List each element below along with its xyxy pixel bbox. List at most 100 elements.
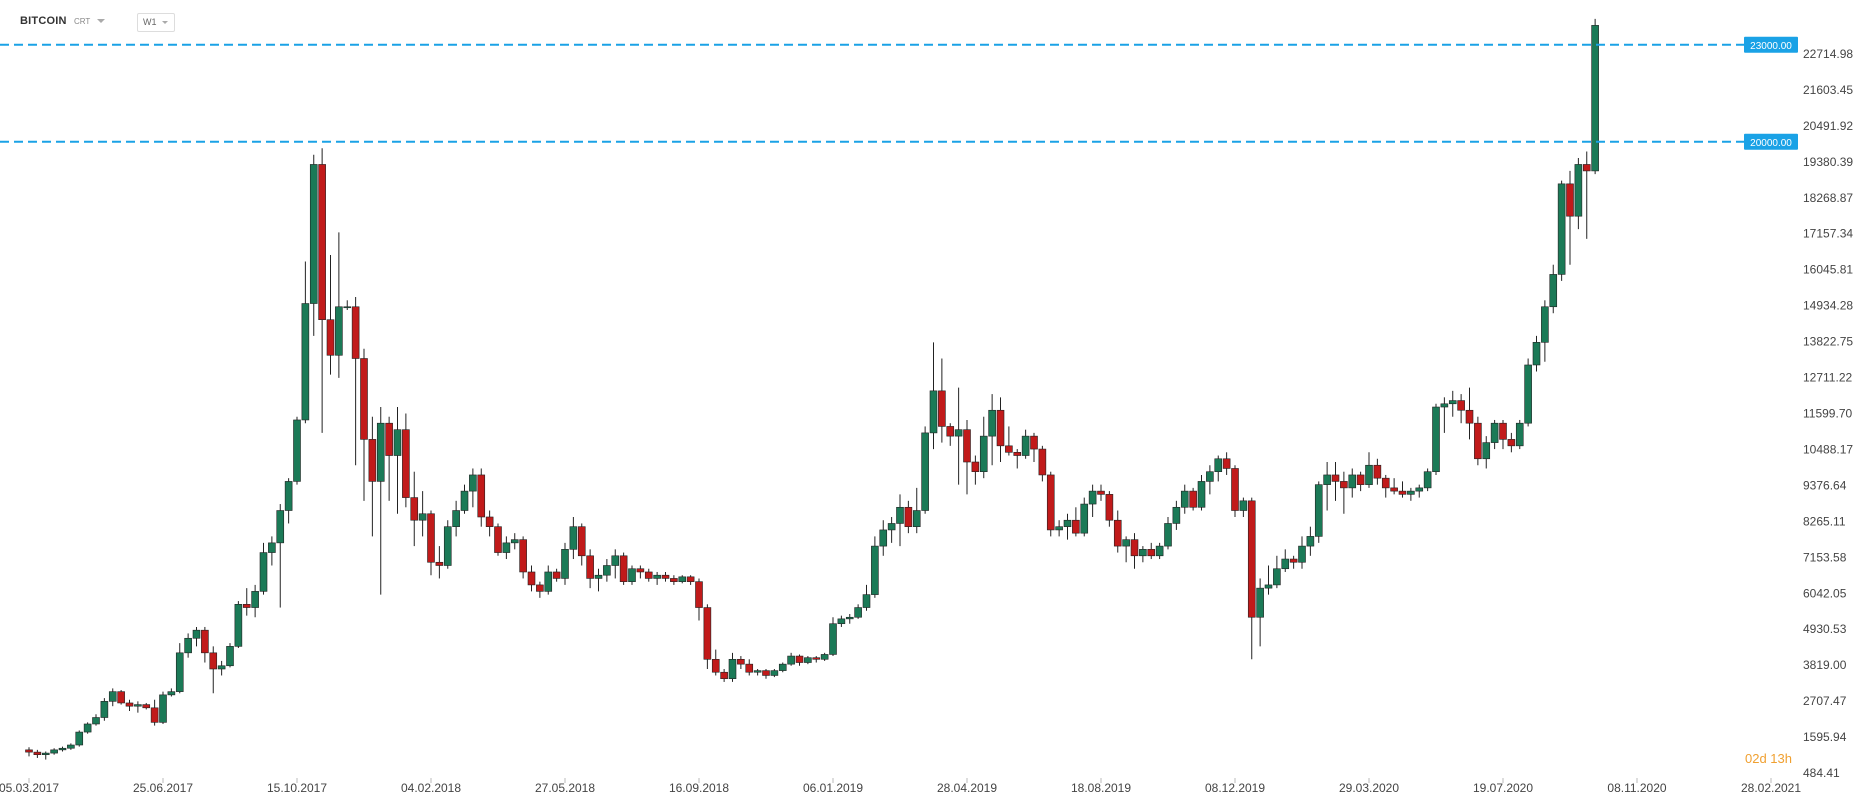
candle-body bbox=[619, 555, 628, 582]
candle bbox=[83, 722, 92, 734]
y-tick-label: 9376.64 bbox=[1803, 478, 1847, 492]
candle-body bbox=[1348, 474, 1357, 489]
price-levels: 23000.00 20000.00 bbox=[0, 36, 1798, 150]
candle-body bbox=[251, 591, 259, 608]
candle bbox=[510, 533, 519, 550]
candle bbox=[820, 652, 829, 661]
candle bbox=[745, 659, 754, 676]
candle-body bbox=[117, 691, 125, 704]
candle bbox=[485, 510, 494, 537]
candle bbox=[1264, 565, 1273, 595]
candle bbox=[1013, 449, 1022, 469]
candle-body bbox=[644, 571, 653, 579]
candle bbox=[1582, 151, 1591, 239]
x-tick-label: 15.10.2017 bbox=[267, 781, 327, 795]
candle-body bbox=[661, 574, 670, 579]
candle bbox=[845, 614, 854, 624]
candle-body bbox=[519, 539, 527, 573]
candle bbox=[67, 743, 75, 750]
candle bbox=[242, 588, 251, 616]
candle bbox=[527, 565, 536, 592]
candle bbox=[837, 615, 846, 627]
candle-body bbox=[1541, 306, 1549, 343]
candle bbox=[862, 584, 871, 611]
candle-body bbox=[845, 616, 854, 620]
y-tick-label: 4930.53 bbox=[1803, 622, 1847, 636]
candle-body bbox=[1507, 439, 1516, 447]
y-tick-label: 17157.34 bbox=[1803, 227, 1853, 241]
candle bbox=[628, 565, 636, 585]
candle bbox=[854, 604, 862, 619]
candle-body bbox=[812, 657, 821, 660]
candle-body bbox=[829, 623, 837, 655]
candle bbox=[1356, 471, 1365, 492]
candle bbox=[795, 654, 804, 666]
candle-body bbox=[912, 510, 921, 527]
candle bbox=[1474, 416, 1482, 466]
candle-body bbox=[536, 584, 544, 592]
candle bbox=[695, 578, 703, 621]
y-tick-label: 6042.05 bbox=[1803, 586, 1847, 600]
candle bbox=[368, 416, 377, 537]
candle-body bbox=[402, 429, 410, 498]
candle bbox=[1490, 419, 1499, 450]
candle bbox=[1499, 419, 1507, 450]
y-tick-label: 18268.87 bbox=[1803, 191, 1853, 205]
candle-body bbox=[871, 545, 879, 595]
candle-body bbox=[1398, 490, 1407, 495]
candle-body bbox=[1072, 519, 1080, 534]
candle-body bbox=[326, 319, 335, 356]
candle-body bbox=[904, 506, 913, 527]
x-axis: 05.03.2017 25.06.2017 15.10.2017 04.02.2018… bbox=[0, 778, 1801, 795]
candle bbox=[737, 656, 745, 669]
candle-body bbox=[820, 654, 829, 660]
candle bbox=[393, 407, 402, 514]
candle-body bbox=[33, 751, 42, 756]
candle-body bbox=[670, 578, 678, 582]
candle bbox=[100, 698, 109, 721]
timeframe-select[interactable]: W1 bbox=[137, 13, 175, 32]
candle bbox=[1180, 484, 1189, 514]
candle bbox=[971, 455, 980, 485]
candle-body bbox=[1005, 445, 1013, 453]
candle-body bbox=[469, 474, 477, 492]
candle bbox=[871, 536, 879, 598]
candle bbox=[1038, 445, 1047, 482]
candle-body bbox=[862, 594, 871, 608]
candle bbox=[1398, 481, 1407, 498]
candle-body bbox=[1139, 549, 1147, 557]
candle-body bbox=[544, 571, 553, 592]
y-tick-label: 13822.75 bbox=[1803, 335, 1853, 349]
candle-body bbox=[293, 419, 301, 482]
candle bbox=[326, 255, 335, 375]
candle-body bbox=[368, 439, 377, 482]
candle-body bbox=[393, 429, 402, 456]
candle bbox=[636, 565, 645, 579]
candle-body bbox=[1080, 503, 1089, 534]
candle-body bbox=[58, 747, 67, 751]
candle-body bbox=[653, 574, 661, 579]
candle bbox=[443, 520, 452, 569]
candle-body bbox=[1130, 539, 1139, 557]
chevron-down-icon[interactable] bbox=[97, 19, 105, 23]
candle-body bbox=[569, 526, 578, 550]
candle bbox=[938, 358, 946, 443]
candle bbox=[251, 584, 259, 618]
candle-body bbox=[1591, 25, 1599, 172]
candle-body bbox=[175, 652, 184, 692]
candle bbox=[276, 504, 285, 608]
x-tick-label: 27.05.2018 bbox=[535, 781, 595, 795]
candle-body bbox=[594, 574, 603, 579]
x-tick-label: 19.07.2020 bbox=[1473, 781, 1533, 795]
candle bbox=[351, 297, 360, 466]
candle bbox=[1080, 497, 1089, 537]
candle bbox=[1113, 510, 1122, 553]
candle bbox=[1097, 484, 1105, 501]
y-tick-label: 22714.98 bbox=[1803, 47, 1853, 61]
candle bbox=[284, 478, 293, 524]
candle-body bbox=[1046, 474, 1055, 531]
y-tick-label: 12711.22 bbox=[1803, 371, 1852, 385]
instrument-type[interactable]: CRT bbox=[74, 17, 91, 26]
candle bbox=[41, 751, 50, 760]
